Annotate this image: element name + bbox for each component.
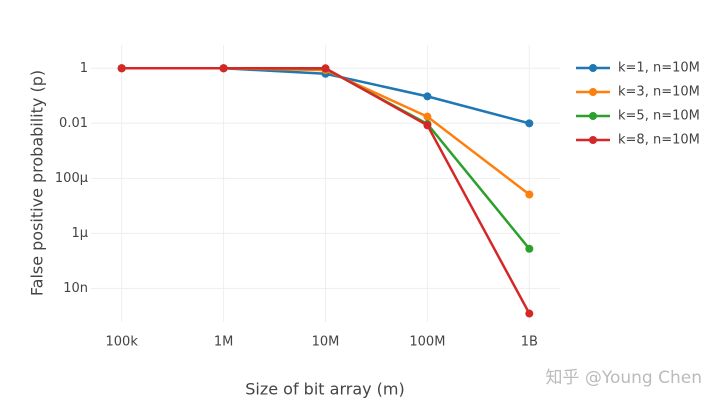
x-tick-label: 100M <box>409 335 445 350</box>
data-point <box>423 121 432 130</box>
data-point <box>525 190 534 199</box>
legend-marker <box>589 136 597 144</box>
legend-marker <box>589 112 597 120</box>
data-point <box>423 112 432 121</box>
x-tick-label: 1M <box>214 335 234 350</box>
data-point <box>219 64 228 73</box>
y-tick-label: 1μ <box>71 226 88 241</box>
data-point <box>525 309 534 318</box>
data-point <box>321 64 330 73</box>
x-tick-label: 100k <box>106 335 139 350</box>
legend-label: k=5, n=10M <box>618 109 700 124</box>
watermark: 知乎 @Young Chen <box>545 368 702 388</box>
data-point <box>525 119 534 128</box>
legend-label: k=8, n=10M <box>618 133 700 148</box>
legend-marker <box>589 88 597 96</box>
y-axis-title: False positive probability (p) <box>28 70 47 296</box>
legend-label: k=1, n=10M <box>618 61 700 76</box>
data-point <box>117 64 126 73</box>
x-tick-label: 1B <box>521 335 538 350</box>
y-tick-label: 0.01 <box>59 116 88 131</box>
x-tick-label: 10M <box>312 335 340 350</box>
data-point <box>423 92 432 101</box>
y-tick-label: 1 <box>80 61 88 76</box>
y-tick-label: 100μ <box>55 171 88 186</box>
legend-marker <box>589 64 597 72</box>
x-axis-title: Size of bit array (m) <box>245 380 405 399</box>
legend-label: k=3, n=10M <box>618 85 700 100</box>
y-tick-label: 10n <box>63 281 88 296</box>
data-point <box>525 244 534 253</box>
